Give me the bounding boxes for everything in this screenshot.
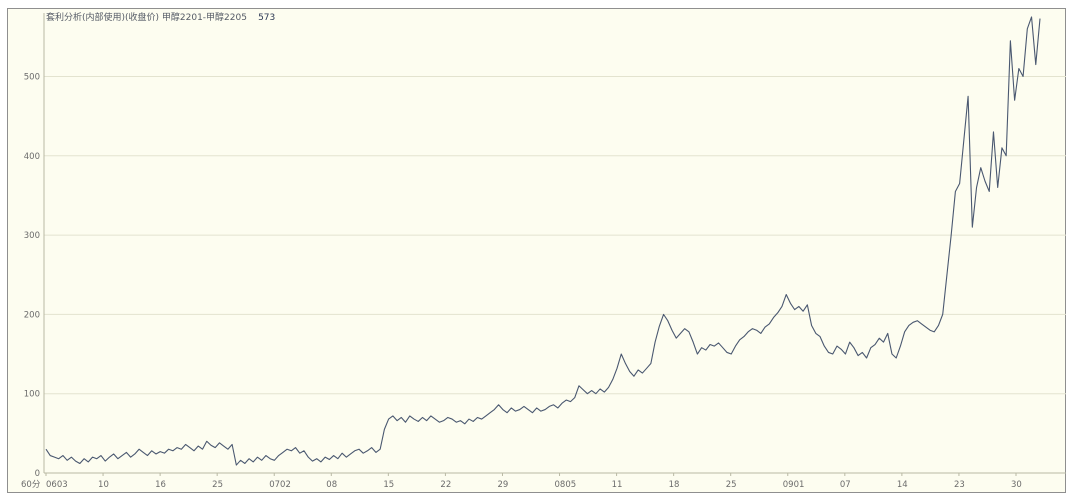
x-tick-label: 29 <box>497 480 508 490</box>
x-tick-label: 22 <box>440 480 451 490</box>
y-tick-labels: 0 100 200 300 400 500 <box>24 72 40 479</box>
x-tick-label: 0702 <box>269 480 291 490</box>
chart-title: 套利分析(内部使用)(收盘价) 甲醇2201-甲醇2205 573 <box>46 9 275 24</box>
current-value: 573 <box>258 13 275 23</box>
axis-layer <box>43 13 1066 474</box>
y-tick-label: 500 <box>24 72 40 82</box>
x-tick-label: 25 <box>212 480 223 490</box>
series-line <box>45 16 1041 466</box>
x-tick-label: 10 <box>98 480 109 490</box>
chart-title-text: 套利分析(内部使用)(收盘价) 甲醇2201-甲醇2205 <box>46 11 247 23</box>
x-tick-labels: 0603 10 16 25 0702 08 15 22 29 0805 11 18 25 0901 07 14… <box>45 473 1022 490</box>
x-unit-label: 60分 <box>21 480 41 490</box>
x-tick-label: 0901 <box>783 480 805 490</box>
x-tick-label: 11 <box>612 480 623 490</box>
grid-layer <box>44 75 1066 395</box>
y-tick-label: 0 <box>35 469 40 479</box>
y-tick-label: 200 <box>24 310 40 320</box>
x-tick-label: 30 <box>1011 480 1022 490</box>
y-tick-label: 400 <box>24 152 40 162</box>
x-tick-label: 0805 <box>555 480 577 490</box>
x-tick-label: 16 <box>155 480 166 490</box>
x-tick-label: 18 <box>669 480 680 490</box>
x-tick-label: 14 <box>897 480 908 490</box>
x-tick-label: 0603 <box>46 480 68 490</box>
x-tick-label: 25 <box>726 480 737 490</box>
y-tick-label: 300 <box>24 231 40 241</box>
x-tick-label: 15 <box>383 480 394 490</box>
x-tick-label: 23 <box>954 480 965 490</box>
y-tick-label: 100 <box>24 390 40 400</box>
x-tick-label: 07 <box>840 480 851 490</box>
chart-frame: 0 100 200 300 400 500 0603 10 16 25 0702 08 15 22 29 0… <box>7 8 1066 493</box>
x-tick-label: 08 <box>326 480 337 490</box>
